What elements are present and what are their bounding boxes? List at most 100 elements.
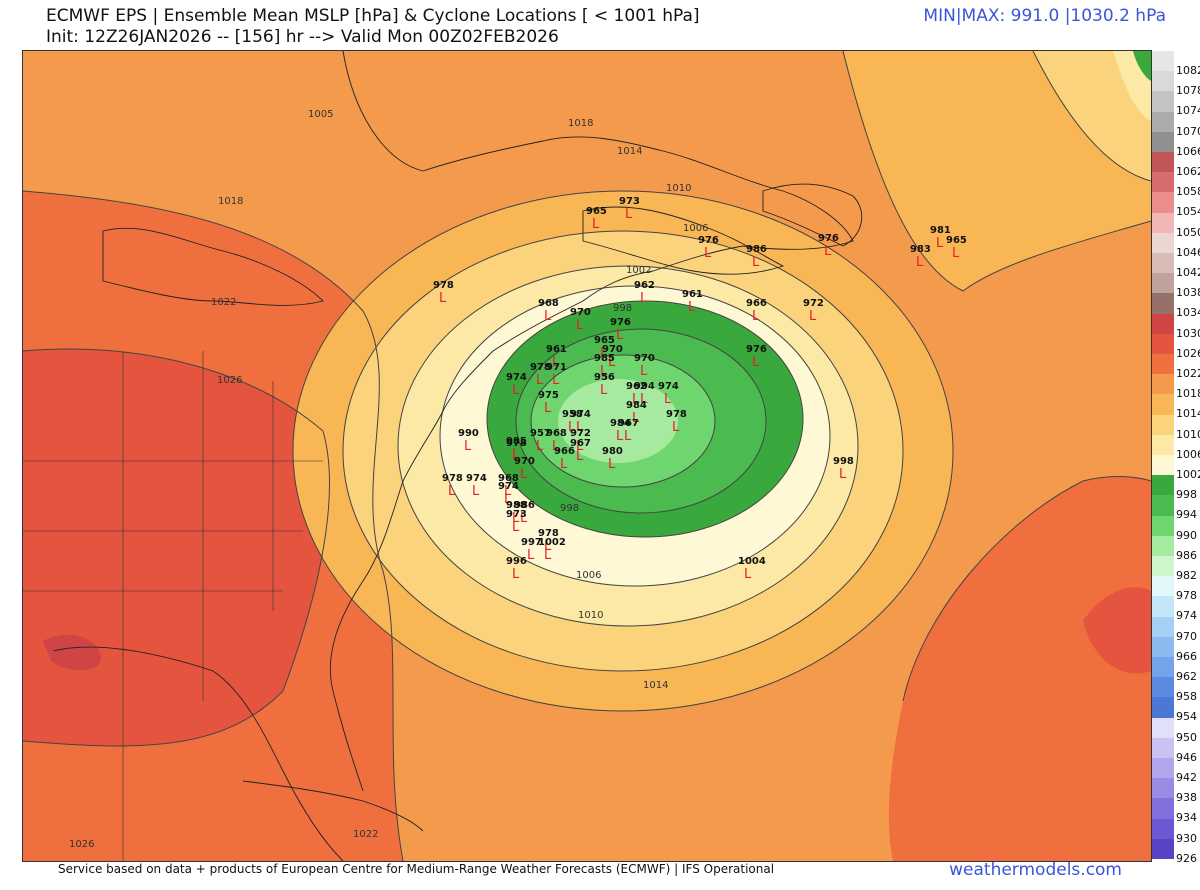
colorbar-label: 930: [1176, 831, 1197, 845]
colorbar-label: 962: [1176, 670, 1197, 684]
colorbar-label: 958: [1176, 690, 1197, 704]
colorbar-swatch: [1152, 273, 1174, 294]
isobar-label: 1014: [643, 680, 668, 691]
colorbar-swatch: [1152, 697, 1174, 718]
cyclone-L-marker: L: [744, 567, 752, 582]
colorbar-swatch: [1152, 131, 1174, 152]
cyclone-pressure-label: 971: [546, 362, 567, 373]
cyclone-pressure-label: 985: [506, 436, 527, 447]
colorbar-swatch: [1152, 313, 1174, 334]
colorbar-swatch: [1152, 172, 1174, 193]
cyclone-L-marker: L: [576, 420, 584, 435]
colorbar-label: 1046: [1176, 245, 1200, 259]
cyclone-L-marker: L: [512, 449, 520, 464]
cyclone-L-marker: L: [640, 364, 648, 379]
colorbar-level: 1074: [1152, 91, 1200, 116]
colorbar-label: 1002: [1176, 468, 1200, 482]
colorbar-label: 942: [1176, 771, 1197, 785]
colorbar-swatch: [1152, 91, 1174, 112]
colorbar-swatch: [1152, 576, 1174, 597]
cyclone-pressure-label: 974: [506, 372, 527, 383]
cyclone-L-marker: L: [752, 255, 760, 270]
colorbar-label: 1058: [1176, 185, 1200, 199]
isobar-label: 1005: [308, 109, 333, 120]
cyclone-L-marker: L: [640, 291, 648, 306]
colorbar-label: 994: [1176, 508, 1197, 522]
cyclone-L-marker: L: [520, 511, 528, 526]
cuba-outline: [242, 780, 424, 832]
cyclone-pressure-label: 956: [594, 372, 615, 383]
brand-link[interactable]: weathermodels.com: [949, 860, 1122, 880]
cyclone-L-marker: L: [632, 411, 640, 426]
cyclone-L-marker: L: [552, 373, 560, 388]
colorbar-level: 926: [1152, 838, 1198, 864]
cyclone-pressure-label: 970: [570, 307, 591, 318]
cyclone-pressure-label: 965: [594, 335, 615, 346]
isobar-label: 1010: [578, 610, 603, 621]
cyclone-pressure-label: 978: [506, 438, 527, 449]
colorbar-swatch: [1152, 838, 1174, 859]
colorbar-level: 1002: [1152, 455, 1200, 480]
colorbar-swatch: [1152, 596, 1174, 617]
colorbar-swatch: [1152, 333, 1174, 354]
isobar-998: [486, 300, 804, 538]
colorbar-label: 926: [1176, 851, 1197, 865]
colorbar-label: 1054: [1176, 205, 1200, 219]
isobar-label: 1018: [568, 118, 593, 129]
colorbar-level: 938: [1152, 778, 1198, 803]
isobar-label: 1022: [353, 829, 378, 840]
colorbar-level: 1014: [1152, 394, 1200, 419]
colorbar-swatch: [1152, 232, 1174, 253]
cyclone-pressure-label: 1004: [738, 556, 766, 567]
cyclone-pressure-label: 961: [682, 289, 703, 300]
colorbar-label: 1050: [1176, 225, 1200, 239]
colorbar-label: 1066: [1176, 144, 1200, 158]
colorbar-swatch: [1152, 293, 1174, 314]
isobar-1010: [342, 230, 904, 672]
cyclone-pressure-label: 978: [666, 409, 687, 420]
colorbar-swatch: [1152, 495, 1174, 516]
colorbar-level: 986: [1152, 535, 1198, 561]
cyclone-L-marker: L: [464, 439, 472, 454]
cyclone-L-marker: L: [839, 467, 847, 482]
colorbar-label: 946: [1176, 750, 1197, 764]
colorbar-level: 962: [1152, 657, 1198, 682]
cyclone-L-marker: L: [504, 492, 512, 507]
cyclone-L-marker: L: [560, 457, 568, 472]
pressure-map: 1005 1018 1018 1014 1010 1006 1002 1022 1026 998 9…: [22, 50, 1152, 862]
colorbar-label: 1042: [1176, 266, 1200, 280]
colorbar-level: 954: [1152, 697, 1198, 722]
cyclone-pressure-label: 986: [746, 244, 767, 255]
isobar-label: 1002: [626, 265, 651, 276]
colorbar-swatch: [1152, 192, 1174, 213]
colorbar-label: 974: [1176, 609, 1197, 623]
colorbar-label: 998: [1176, 488, 1197, 502]
isobar-1014: [292, 190, 954, 712]
cyclone-pressure-label: 968: [538, 298, 559, 309]
cyclone-pressure-label: 962: [626, 381, 647, 392]
cyclone-L-marker: L: [527, 548, 535, 563]
isobar-label: 1022: [211, 297, 236, 308]
